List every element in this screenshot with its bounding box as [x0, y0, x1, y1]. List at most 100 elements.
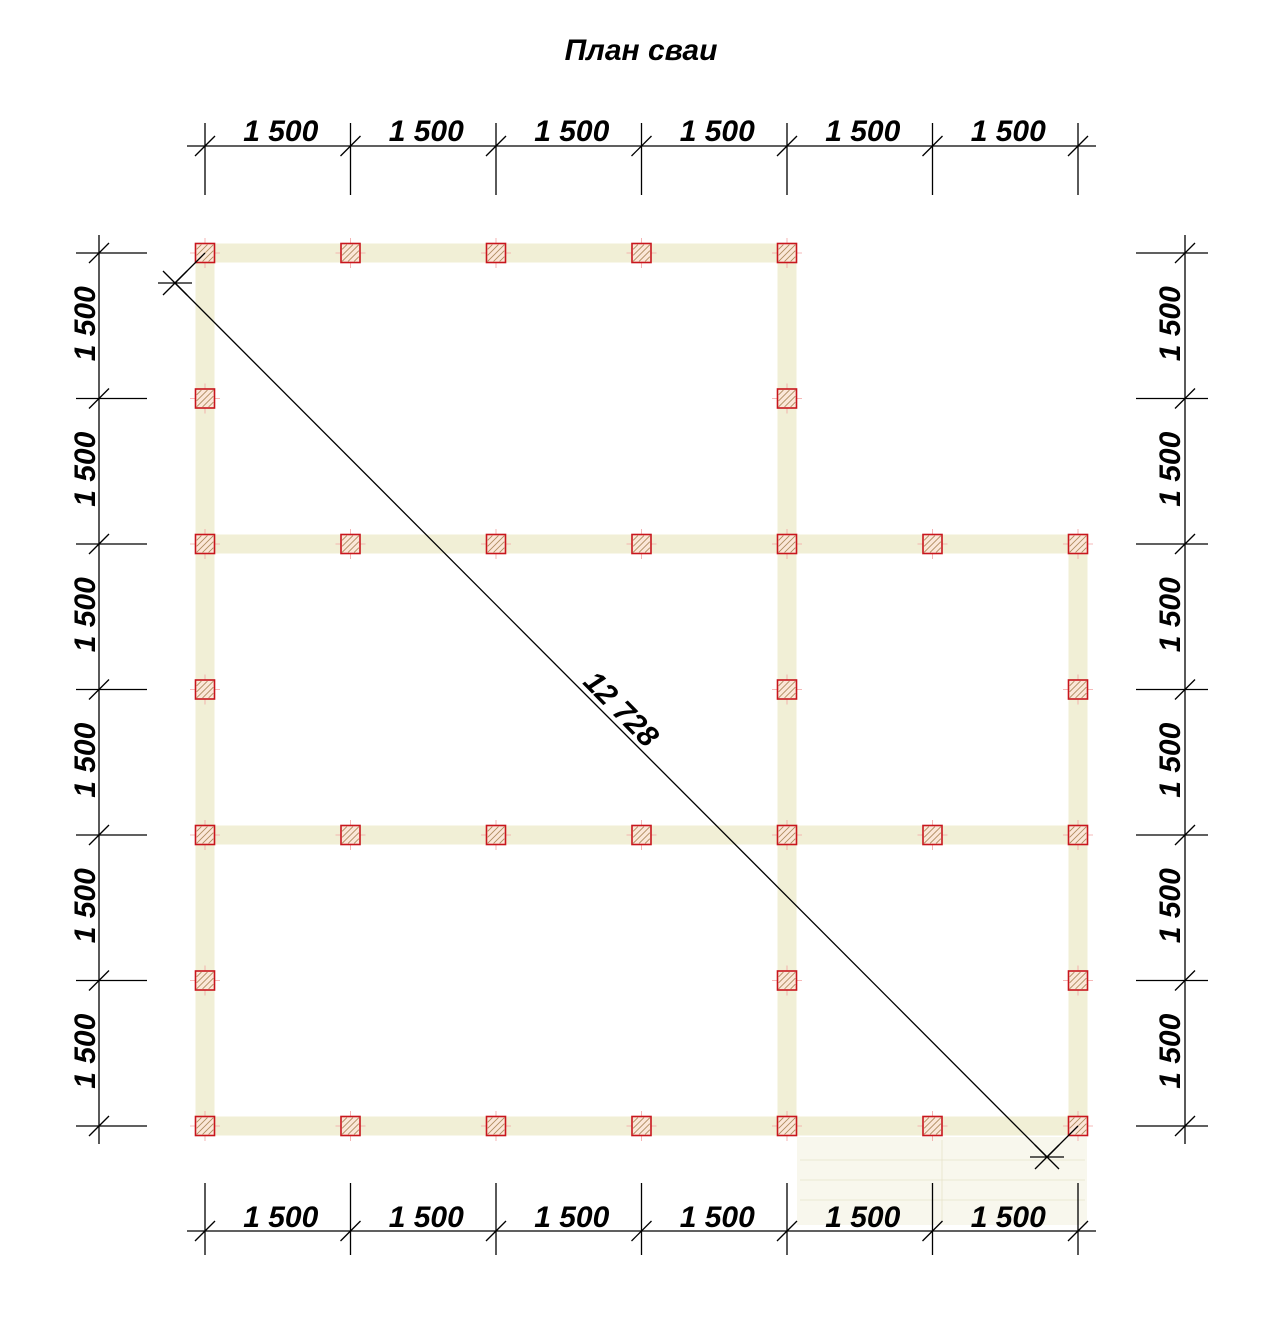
- pile-hatch: [196, 1117, 208, 1129]
- dimension-label-right: 1 500: [1154, 868, 1187, 943]
- dimension-tick: [88, 824, 110, 846]
- pile-hatch: [923, 535, 936, 547]
- pile-hatch: [784, 395, 796, 408]
- pile-hatch: [341, 826, 360, 844]
- dimension-tick: [485, 135, 507, 157]
- pile-hatch: [1081, 692, 1087, 699]
- pile-hatch: [632, 1117, 639, 1123]
- pile-hatch: [202, 541, 214, 553]
- dimension-label-top: 1 500: [680, 115, 755, 148]
- dimension-tick: [922, 1220, 943, 1242]
- dimension-label-left: 1 500: [69, 868, 102, 943]
- dimension-label-right: 1 500: [1154, 577, 1187, 652]
- dimension-tick: [194, 135, 216, 157]
- pile-hatch: [638, 832, 651, 844]
- pile-hatch: [784, 977, 796, 990]
- pile-hatch: [923, 826, 930, 832]
- dimension-tick: [88, 388, 110, 409]
- pile-hatch: [1069, 535, 1075, 541]
- pile-hatch: [487, 535, 505, 553]
- pile-hatch: [778, 535, 796, 553]
- pile: [626, 1111, 657, 1141]
- pile-hatch: [341, 1117, 360, 1135]
- pile-hatch: [196, 535, 202, 541]
- pile: [190, 820, 220, 850]
- pile-hatch: [923, 535, 942, 553]
- pile-hatch: [196, 389, 208, 402]
- dimension-label-right: 1 500: [1154, 722, 1187, 797]
- pile-hatch: [644, 838, 651, 844]
- dimension-label-left: 1 500: [69, 577, 102, 652]
- pile-hatch: [341, 244, 360, 262]
- pile-hatch: [778, 535, 790, 547]
- pile: [917, 529, 948, 559]
- pile-hatch: [341, 244, 354, 256]
- pile-hatch: [784, 250, 796, 262]
- pile-hatch: [632, 535, 651, 553]
- pile: [1063, 965, 1093, 996]
- pile-hatch: [487, 826, 493, 832]
- dimension-label-left: 1 500: [69, 431, 102, 506]
- pile: [335, 529, 366, 559]
- diagonal-line: [174, 282, 1048, 1158]
- pile: [772, 1111, 802, 1141]
- piles: [190, 238, 1093, 1141]
- pile-hatch: [784, 832, 796, 844]
- pile-hatch: [196, 1117, 214, 1135]
- pile-hatch: [790, 838, 796, 844]
- pile: [626, 238, 657, 268]
- pile-hatch: [493, 1123, 505, 1135]
- pile-hatch: [929, 1123, 942, 1135]
- pile-hatch: [347, 541, 360, 553]
- pile-hatch: [341, 1117, 354, 1129]
- pile-hatch: [196, 389, 202, 396]
- pile-hatch: [202, 250, 214, 262]
- pile-hatch: [1081, 983, 1087, 990]
- pile-hatch: [196, 680, 214, 699]
- pile-hatch: [196, 535, 208, 547]
- pile: [190, 529, 220, 559]
- pile: [772, 965, 802, 996]
- pile: [772, 383, 802, 414]
- pile-hatch: [208, 1129, 214, 1135]
- pile-hatch: [347, 250, 360, 262]
- pile-hatch: [202, 1123, 214, 1135]
- dimension-label-left: 1 500: [69, 722, 102, 797]
- pile-hatch: [493, 541, 505, 553]
- dimension-chain-left: 1 500 1 500 1 500 1 500 1 500 1 500: [69, 235, 147, 1144]
- pile-hatch: [353, 256, 360, 262]
- pile-hatch: [632, 826, 639, 832]
- diagonal-length-label: 12 728: [577, 665, 665, 754]
- pile-hatch: [778, 244, 790, 256]
- pile: [481, 529, 511, 559]
- pile: [190, 383, 220, 414]
- pile-hatch: [644, 256, 651, 262]
- pile-hatch: [487, 1117, 493, 1123]
- pile-hatch: [778, 389, 796, 408]
- dimension-chain-top: 1 500 1 500 1 500 1 500 1 500 1 500: [187, 115, 1096, 195]
- dimension-tick: [922, 135, 943, 157]
- dimension-label-left: 1 500: [69, 1013, 102, 1088]
- pile-hatch: [341, 1117, 348, 1123]
- pile-hatch: [778, 535, 784, 541]
- pile-hatch: [499, 547, 505, 553]
- pile-hatch: [353, 838, 360, 844]
- pile-hatch: [778, 971, 784, 978]
- pile: [772, 820, 802, 850]
- dimension-tick: [1174, 388, 1196, 409]
- pile-hatch: [208, 256, 214, 262]
- dimension-tick: [88, 533, 110, 555]
- pile-hatch: [1075, 541, 1087, 553]
- dimension-label-bottom: 1 500: [680, 1201, 755, 1234]
- pile-hatch: [341, 826, 348, 832]
- pile-hatch: [923, 826, 936, 838]
- pile-hatch: [632, 535, 645, 547]
- dimension-tick: [631, 1220, 652, 1242]
- dimension-tick: [88, 1115, 110, 1137]
- pile-hatch: [1069, 680, 1075, 687]
- dimension-label-left: 1 500: [69, 286, 102, 361]
- pile-hatch: [341, 535, 360, 553]
- faded-background-sketch: [797, 1137, 1087, 1225]
- pile-hatch: [644, 1129, 651, 1135]
